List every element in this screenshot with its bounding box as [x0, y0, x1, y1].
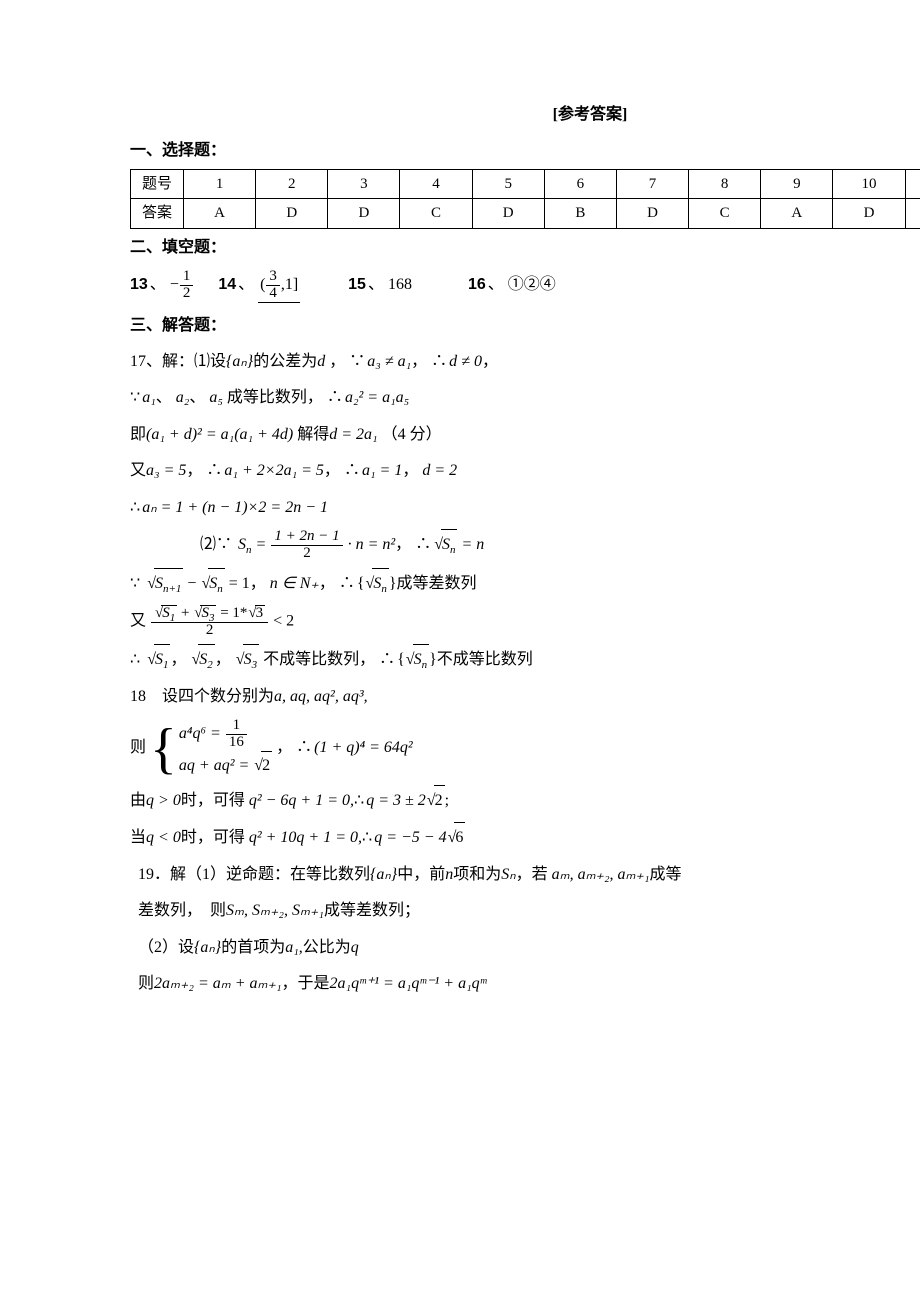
section1-heading: 一、选择题：: [130, 136, 920, 166]
section2-heading: 二、填空题：: [130, 233, 920, 263]
p17-line7: √Sn+1 − √Sn = 1， n ∈ N₊， {√Sn}成等差数列: [130, 568, 920, 599]
answer-cell: B: [544, 199, 616, 229]
answer-cell: D: [833, 199, 905, 229]
page-title: [参考答案]: [130, 100, 920, 130]
answer-cell: A: [761, 199, 833, 229]
answer-table: 题号 1 2 3 4 5 6 7 8 9 10 11 12 答案 A D D C…: [130, 169, 920, 229]
header-cell: 10: [833, 169, 905, 199]
answer-cell: D: [616, 199, 688, 229]
answer-cell: C: [689, 199, 761, 229]
header-cell: 4: [400, 169, 472, 199]
answer-cell: D: [256, 199, 328, 229]
p18-line1: 18 设四个数分别为a, aq, aq², aq³,: [130, 682, 920, 712]
p17-line1: 17、解：⑴设{aₙ}的公差为d ， a₃ ≠ a₁， d ≠ 0，: [130, 347, 920, 377]
q14-answer: (34,1]: [258, 269, 300, 303]
header-cell: 11: [905, 169, 920, 199]
q13-answer: −12: [170, 276, 199, 293]
p17-line3: 即(a₁ + d)² = a₁(a₁ + 4d) 解得d = 2a₁ （4 分）: [130, 420, 920, 450]
p17-line8: 又 √S1 + √S3 = 1*√3 2 < 2: [130, 605, 920, 639]
header-cell: 7: [616, 169, 688, 199]
p17-line2: a₁、 a₂、 a₅ 成等比数列， a₂² = a₁a₅: [130, 383, 920, 413]
header-cell: 5: [472, 169, 544, 199]
q16-answer: ①②④: [508, 276, 556, 293]
header-cell-label: 题号: [131, 169, 184, 199]
section3-heading: 三、解答题：: [130, 311, 920, 341]
table-row: 题号 1 2 3 4 5 6 7 8 9 10 11 12: [131, 169, 920, 199]
answer-cell: A: [184, 199, 256, 229]
header-cell: 2: [256, 169, 328, 199]
answer-cell-label: 答案: [131, 199, 184, 229]
header-cell: 1: [184, 169, 256, 199]
p19-line2: 差数列， 则Sₘ, Sₘ₊₂, Sₘ₊₁成等差数列；: [138, 896, 920, 926]
q15-answer: 168: [388, 276, 412, 293]
p17-line9: √S1， √S2， √S3 不成等比数列， {√Sn}不成等比数列: [130, 644, 920, 675]
header-cell: 6: [544, 169, 616, 199]
p18-line4: 当q < 0时，可得 q² + 10q + 1 = 0,q = −5 − 4√6: [130, 822, 920, 853]
header-cell: 3: [328, 169, 400, 199]
table-row: 答案 A D D C D B D C A D C A: [131, 199, 920, 229]
answer-cell: D: [472, 199, 544, 229]
p17-line5: aₙ = 1 + (n − 1)×2 = 2n − 1: [130, 493, 920, 523]
q16-no: 16: [468, 276, 486, 293]
q13-no: 13: [130, 276, 148, 293]
p19-line4: 则2aₘ₊₂ = aₘ + aₘ₊₁，于是2a₁qᵐ⁺¹ = a₁qᵐ⁻¹ + …: [138, 969, 920, 999]
p17-line4: 又a₃ = 5， a₁ + 2×2a₁ = 5， a₁ = 1， d = 2: [130, 456, 920, 486]
q14-no: 14: [218, 276, 236, 293]
fill-in-answers: 13、 −12 14、 (34,1] 15、 168 16、 ①②④: [130, 269, 920, 303]
q15-no: 15: [348, 276, 366, 293]
header-cell: 9: [761, 169, 833, 199]
p19-line3: （2）设{aₙ}的首项为a₁,公比为q: [138, 933, 920, 963]
answer-cell: D: [328, 199, 400, 229]
answer-cell: C: [400, 199, 472, 229]
p18-line2: 则 { a⁴q⁶ = 116 aq + aq² = √2 ， (1 + q)⁴ …: [130, 718, 920, 779]
p17-line6: ⑵ Sn = 1 + 2n − 12 · n = n²， √Sn = n: [200, 529, 920, 562]
header-cell: 8: [689, 169, 761, 199]
answer-cell: C: [905, 199, 920, 229]
p18-line3: 由q > 0时，可得 q² − 6q + 1 = 0,q = 3 ± 2√2;: [130, 785, 920, 816]
p19-line1: 19．解（1）逆命题：在等比数列{aₙ}中，前n项和为Sₙ，若 aₘ, aₘ₊₂…: [138, 860, 920, 890]
